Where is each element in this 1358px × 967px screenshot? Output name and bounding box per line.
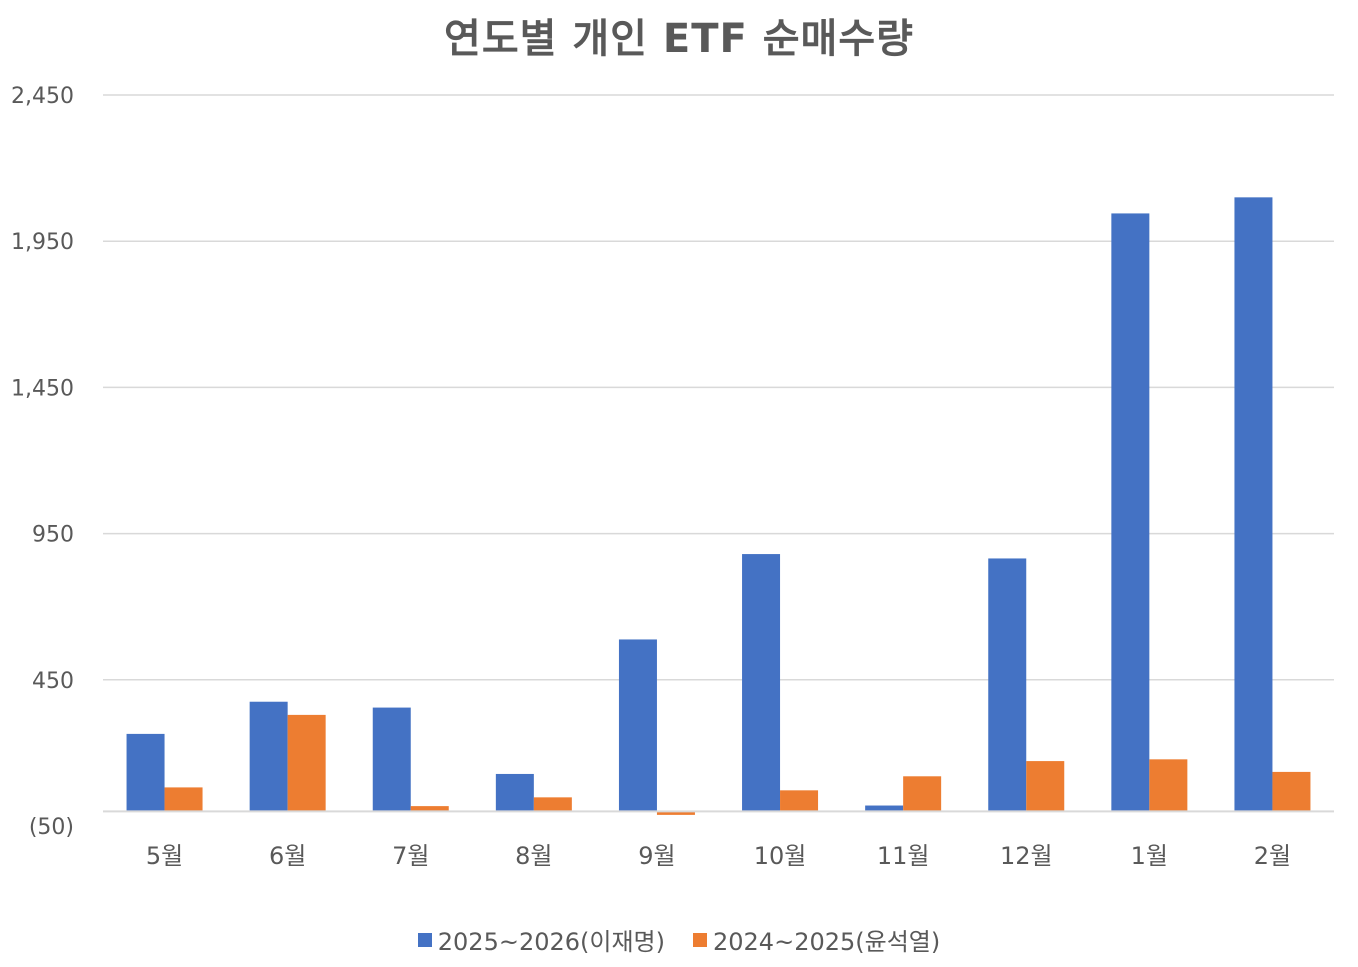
bar-series-1	[249, 701, 288, 812]
legend-item-series-2: 2024~2025(윤석열)	[693, 922, 940, 957]
bar-series-2	[1149, 759, 1188, 812]
y-tick-label: 950	[32, 523, 74, 548]
bar-series-1	[372, 707, 411, 812]
bar-series-2	[903, 776, 942, 812]
axes: (50) 450 950 1,450 1,950 2,450 5월 6월 7월 8월 9월 10월 11…	[11, 84, 1334, 870]
bar-series-2	[656, 811, 695, 815]
x-tick-label: 2월	[1254, 842, 1291, 870]
y-tick-label: 450	[32, 669, 74, 694]
bar-series-1	[742, 554, 781, 812]
legend-label-series-2: 2024~2025(윤석열)	[713, 928, 941, 956]
x-tick-label: 7월	[392, 842, 429, 870]
y-tick-label: 1,450	[11, 376, 74, 401]
x-tick-label: 6월	[269, 842, 306, 870]
bar-series-1	[126, 733, 165, 812]
bar-series-2	[410, 806, 449, 812]
bar-series-2	[780, 790, 819, 812]
chart-title: 연도별 개인 ETF 순매수량	[444, 16, 914, 62]
bar-series-1	[1111, 213, 1150, 812]
x-tick-label: 10월	[754, 842, 807, 870]
bars	[126, 197, 1311, 815]
bar-series-1	[495, 773, 534, 812]
legend-item-series-1: 2025~2026(이재명)	[417, 922, 665, 957]
x-tick-label: 8월	[515, 842, 552, 870]
bar-series-2	[1026, 761, 1065, 812]
bar-series-1	[865, 805, 904, 812]
y-tick-label: (50)	[29, 815, 74, 840]
x-tick-label: 1월	[1131, 842, 1168, 870]
legend: 2025~2026(이재명) 2024~2025(윤석열)	[0, 922, 1358, 957]
x-tick-label: 9월	[638, 842, 675, 870]
bar-series-1	[988, 558, 1027, 812]
bar-series-2	[533, 797, 572, 812]
y-tick-label: 2,450	[11, 84, 74, 109]
bar-series-2	[164, 787, 203, 812]
bar-series-1	[618, 639, 657, 812]
bar-series-2	[1272, 771, 1311, 812]
legend-label-series-1: 2025~2026(이재명)	[437, 928, 665, 956]
bar-series-1	[1234, 197, 1273, 812]
x-tick-label: 5월	[146, 842, 183, 870]
legend-swatch-series-2	[693, 932, 707, 947]
legend-swatch-series-1	[417, 932, 432, 947]
x-tick-label: 12월	[1000, 842, 1053, 870]
bar-series-2	[287, 714, 326, 812]
y-tick-label: 1,950	[11, 230, 74, 255]
x-tick-label: 11월	[877, 842, 930, 870]
